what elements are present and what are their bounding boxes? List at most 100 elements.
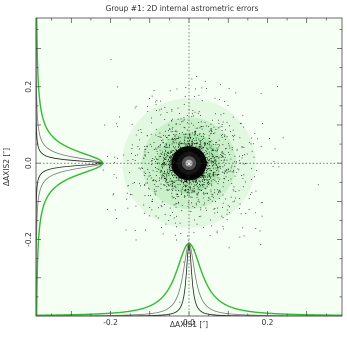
scatter-point: [214, 159, 216, 160]
scatter-point: [254, 212, 256, 214]
scatter-point: [151, 160, 153, 161]
scatter-point: [221, 126, 223, 127]
scatter-point: [273, 161, 275, 162]
scatter-point: [211, 169, 212, 171]
scatter-point: [154, 190, 156, 192]
scatter-point: [202, 174, 204, 175]
scatter-point: [190, 181, 192, 183]
scatter-point: [191, 122, 192, 124]
scatter-point: [176, 150, 177, 151]
scatter-point: [217, 168, 219, 170]
scatter-point: [236, 161, 237, 163]
scatter-point: [200, 215, 202, 217]
scatter-point: [176, 239, 177, 241]
scatter-point: [185, 144, 187, 146]
scatter-point: [135, 134, 137, 136]
scatter-point: [215, 165, 217, 166]
scatter-point: [282, 137, 284, 139]
scatter-point: [185, 133, 187, 135]
scatter-point: [180, 118, 182, 120]
scatter-point: [154, 192, 156, 194]
scatter-point: [163, 135, 164, 136]
scatter-point: [170, 157, 172, 159]
scatter-point: [167, 151, 168, 153]
scatter-point: [209, 147, 211, 149]
scatter-point: [166, 176, 168, 178]
scatter-point: [169, 169, 171, 171]
scatter-point: [194, 95, 195, 97]
scatter-point: [208, 182, 209, 184]
scatter-point: [208, 173, 210, 175]
scatter-point: [236, 171, 238, 173]
scatter-point: [134, 182, 135, 184]
scatter-point: [112, 194, 114, 196]
scatter-point: [226, 122, 228, 123]
scatter-point: [157, 217, 159, 219]
scatter-point: [195, 143, 196, 145]
scatter-point: [205, 176, 206, 178]
scatter-point: [204, 154, 206, 156]
scatter-point: [210, 157, 212, 159]
scatter-point: [231, 183, 233, 184]
scatter-point: [192, 190, 194, 192]
scatter-point: [143, 212, 145, 214]
scatter-point: [178, 177, 180, 179]
scatter-point: [132, 182, 134, 184]
scatter-point: [217, 177, 219, 179]
scatter-point: [150, 194, 151, 196]
scatter-point: [202, 186, 204, 188]
scatter-point: [209, 177, 211, 179]
scatter-point: [173, 196, 175, 198]
scatter-point: [209, 137, 211, 139]
scatter-point: [178, 137, 179, 139]
scatter-point: [194, 132, 196, 134]
scatter-point: [278, 166, 280, 168]
scatter-point: [162, 175, 164, 176]
scatter-point: [175, 189, 177, 191]
scatter-point: [174, 134, 176, 136]
scatter-point: [171, 150, 173, 152]
scatter-point: [245, 213, 247, 215]
scatter-point: [204, 80, 206, 82]
scatter-point: [160, 153, 162, 154]
scatter-point: [218, 173, 220, 175]
scatter-point: [203, 204, 205, 206]
scatter-point: [231, 171, 233, 173]
scatter-point: [232, 201, 234, 203]
scatter-point: [163, 184, 165, 186]
scatter-point: [151, 117, 152, 119]
scatter-point: [214, 212, 216, 214]
scatter-point: [208, 160, 210, 161]
scatter-point: [170, 178, 171, 180]
scatter-point: [107, 156, 109, 157]
scatter-point: [191, 141, 193, 143]
scatter-point: [222, 206, 224, 208]
scatter-point: [165, 146, 167, 148]
scatter-point: [164, 184, 166, 186]
scatter-point: [137, 146, 139, 147]
scatter-point: [204, 175, 206, 177]
scatter-point: [171, 185, 173, 187]
scatter-point: [191, 190, 193, 192]
scatter-point: [220, 167, 221, 169]
scatter-point: [155, 215, 157, 217]
scatter-point: [221, 154, 222, 156]
scatter-point: [218, 189, 220, 191]
scatter-point: [173, 137, 175, 139]
scatter-point: [127, 160, 129, 161]
scatter-point: [207, 173, 209, 175]
scatter-point: [147, 111, 149, 112]
scatter-point: [155, 185, 157, 187]
scatter-point: [198, 148, 200, 150]
scatter-point: [129, 172, 131, 174]
scatter-point: [187, 191, 189, 193]
scatter-point: [188, 183, 190, 185]
scatter-point: [200, 114, 201, 116]
scatter-point: [157, 162, 159, 164]
scatter-point: [260, 202, 262, 204]
scatter-point: [186, 181, 187, 183]
scatter-point: [172, 118, 173, 120]
scatter-point: [197, 135, 198, 136]
scatter-point: [255, 190, 257, 192]
scatter-point: [170, 151, 172, 153]
